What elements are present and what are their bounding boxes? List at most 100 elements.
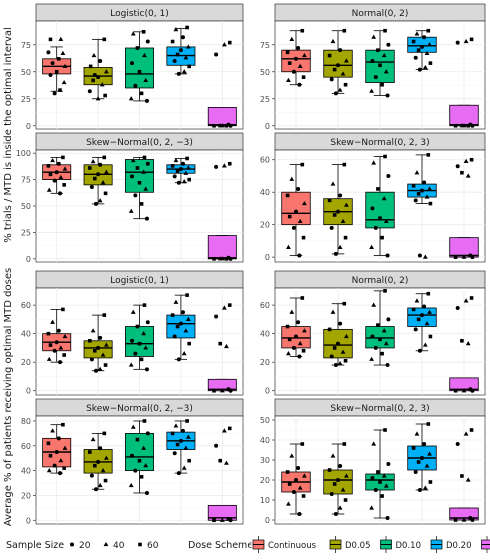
y-tick-label: 0 [265,387,270,396]
data-point [426,422,431,426]
data-point [381,52,387,58]
data-point [294,56,298,61]
data-point [185,44,191,49]
data-point [227,426,232,431]
data-point [336,341,340,346]
data-point [417,67,422,72]
data-point [330,38,336,44]
data-point [92,348,97,353]
data-point [296,46,301,50]
data-point [176,357,181,362]
data-point [285,470,290,474]
boxplot-d010 [365,428,395,520]
facet-panel: Logistic(0, 1) 0 20 40 60 [21,270,244,396]
data-point [385,93,390,98]
data-point [342,442,347,446]
data-point [178,48,183,53]
data-point [460,338,464,343]
data-point [330,181,336,186]
legend-scheme-label: D0.10 [396,541,421,551]
data-point [133,83,138,88]
data-point [424,463,430,468]
facet-panel: Normal(0, 2) 0 20 40 60 [260,270,486,396]
data-point [178,438,183,443]
data-point [94,201,99,206]
data-point [378,216,382,220]
data-point [100,180,106,185]
data-point [383,28,387,33]
data-point [133,351,138,356]
y-tick-label: 50 [260,416,270,425]
data-point [145,39,150,44]
data-point [103,93,107,98]
data-point [172,451,177,456]
box [323,328,353,359]
facet-panel: Skew−Normal(0, 2, 3) 0 20 40 60 [260,132,486,263]
data-point [180,310,185,315]
boxplot-d025 [449,428,479,522]
data-point [428,334,433,339]
data-point [383,483,389,488]
data-point [332,346,337,350]
boxplot-d005 [83,313,113,373]
data-point [50,61,55,66]
data-point [58,36,64,41]
data-point [58,471,63,476]
data-point [469,428,474,432]
data-point [46,164,51,168]
data-point [212,388,216,393]
data-point [424,50,430,55]
data-point [302,473,307,478]
boxplot-d020 [166,419,196,476]
legend-scheme-label: D0.05 [345,541,370,551]
data-point [143,463,149,468]
y-tick-label: 0 [265,122,270,131]
data-point [137,458,142,463]
data-point [100,352,106,357]
data-point [338,464,343,468]
legend-square-key [138,542,142,547]
data-point [48,172,53,177]
y-tick-label: 40 [21,467,31,476]
data-point [145,320,150,325]
data-point [386,317,391,322]
boxplot-d020 [407,153,437,259]
data-point [338,48,343,53]
data-point [135,324,140,329]
data-point [95,96,101,101]
data-point [56,328,61,333]
data-point [58,191,63,196]
data-point [422,64,428,70]
data-point [92,73,97,77]
data-point [219,256,225,261]
facet-panel: Logistic(0, 1) 0 25 50 75 [21,3,244,131]
data-point [130,157,136,163]
y-tick-label: 30 [260,456,270,465]
data-point [327,327,332,332]
data-point [212,257,216,261]
data-point [175,442,180,447]
data-point [426,28,431,33]
data-point [383,341,389,346]
data-point [285,324,290,329]
data-point [330,309,336,314]
data-point [170,39,175,44]
data-point [96,345,101,350]
data-point [176,471,181,476]
data-point [185,165,191,170]
data-point [102,37,107,42]
data-point [383,218,389,224]
data-point [97,198,103,203]
data-point [413,470,418,474]
data-point [214,314,219,319]
data-point [102,313,107,317]
data-point [297,485,303,490]
y-tick-label: 0 [265,516,270,525]
boxplot-d010 [125,155,154,221]
data-point [469,296,474,300]
data-point [170,431,175,436]
data-point [370,206,375,211]
data-point [300,162,305,167]
y-tick-label: 10 [260,496,270,505]
data-point [175,52,180,57]
